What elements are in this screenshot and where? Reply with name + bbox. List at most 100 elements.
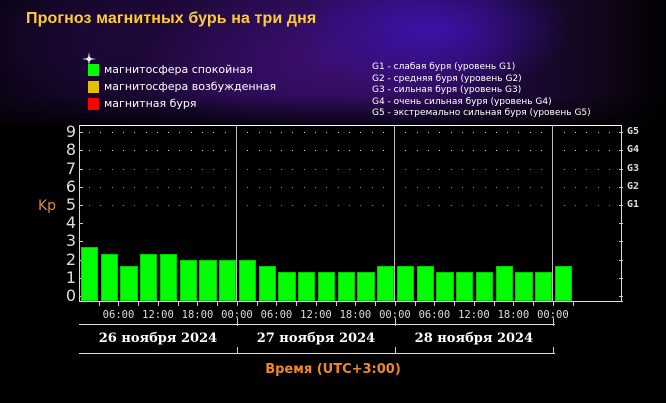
legend-item-calm: магнитосфера спокойная xyxy=(88,61,276,78)
grid-dot xyxy=(348,205,350,206)
grid-dot xyxy=(100,205,102,206)
grid-dot xyxy=(450,150,452,152)
grid-dot xyxy=(348,132,350,134)
grid-dot xyxy=(371,132,373,134)
grid-dot xyxy=(507,186,509,188)
grid-dot xyxy=(156,132,158,134)
x-tick-mark xyxy=(157,302,159,306)
y-tick-label: 2 xyxy=(65,249,76,269)
grid-dot xyxy=(574,132,576,134)
grid-dot xyxy=(179,205,181,206)
grid-dot xyxy=(111,205,113,206)
right-tick-mark xyxy=(619,150,623,152)
kp-bar xyxy=(238,259,257,301)
kp-bar xyxy=(298,271,316,301)
grid-dot xyxy=(586,150,588,152)
grid-dot xyxy=(416,168,418,170)
grid-dot xyxy=(269,205,271,206)
grid-dot xyxy=(518,205,520,206)
sparkle-icon xyxy=(82,52,96,66)
grid-dot xyxy=(382,168,384,170)
kp-bar xyxy=(475,271,494,301)
grid-dot xyxy=(382,132,384,134)
grid-dot xyxy=(202,205,203,206)
grid-dot xyxy=(111,132,113,134)
grid-dot xyxy=(258,132,260,134)
legend-label: магнитная буря xyxy=(104,97,197,110)
y-tick-label: 4 xyxy=(65,213,76,233)
grid-dot xyxy=(337,205,339,206)
grid-dot xyxy=(122,168,124,170)
grid-dot xyxy=(326,186,328,188)
grid-dot xyxy=(495,168,497,170)
grid-dot xyxy=(303,150,305,152)
grid-dot xyxy=(202,168,203,170)
grid-dot xyxy=(495,186,497,188)
grid-dot xyxy=(439,168,441,170)
grid-dot xyxy=(495,132,497,134)
date-label: 27 ноября 2024 xyxy=(256,331,376,346)
grid-dot xyxy=(303,186,305,188)
grid-dot xyxy=(473,186,475,188)
date-separator xyxy=(236,347,238,354)
grid-dot xyxy=(292,168,294,170)
grid-dot xyxy=(258,150,260,152)
x-tick-mark xyxy=(315,302,317,306)
grid-dot xyxy=(89,150,90,152)
date-separator xyxy=(236,318,238,326)
grid-dot xyxy=(608,132,610,134)
grid-dot xyxy=(145,150,147,152)
grid-dot xyxy=(258,205,260,206)
x-tick-mark xyxy=(296,302,298,306)
date-label: 28 ноября 2024 xyxy=(414,331,534,346)
grid-dot xyxy=(224,132,226,134)
grid-dot xyxy=(405,132,407,134)
grid-dot xyxy=(337,186,339,188)
g-level-label: G4 xyxy=(627,144,640,156)
right-tick-mark xyxy=(619,259,623,261)
legend-g4: G4 - очень сильная буря (уровень G4) xyxy=(372,96,552,107)
legend-g2: G2 - средняя буря (уровень G2) xyxy=(372,73,522,84)
grid-dot xyxy=(281,186,283,188)
grid-dot xyxy=(281,168,283,170)
grid-dot xyxy=(507,168,509,170)
kp-bar xyxy=(81,247,99,301)
grid-dot xyxy=(360,132,362,134)
grid-dot xyxy=(450,205,452,206)
date-band-bottom-line xyxy=(79,353,555,354)
date-band-top-line xyxy=(79,324,555,325)
grid-dot xyxy=(450,186,452,188)
kp-bar xyxy=(554,265,573,301)
grid-dot xyxy=(89,186,90,188)
date-label: 26 ноября 2024 xyxy=(98,331,218,346)
grid-dot xyxy=(111,168,113,170)
grid-dot xyxy=(495,150,497,152)
grid-dot xyxy=(315,132,316,134)
day-separator xyxy=(393,125,396,302)
y-tick-label: 5 xyxy=(65,195,76,214)
grid-dot xyxy=(247,150,249,152)
right-tick-mark xyxy=(619,241,623,243)
grid-dot xyxy=(484,150,486,152)
y-tick-mark xyxy=(79,150,83,152)
grid-dot xyxy=(190,168,192,170)
grid-dot xyxy=(303,132,305,134)
grid-dot xyxy=(495,205,497,206)
grid-dot xyxy=(337,132,339,134)
y-tick-mark xyxy=(79,205,83,206)
x-tick-label: 18:00 xyxy=(181,309,214,321)
grid-dot xyxy=(461,186,463,188)
grid-dot xyxy=(202,186,203,188)
date-separator xyxy=(552,318,554,326)
x-tick-mark xyxy=(118,302,120,306)
y-axis-line xyxy=(79,125,80,302)
grid-dot xyxy=(597,186,599,188)
grid-dot xyxy=(541,150,542,152)
grid-dot xyxy=(416,150,418,152)
x-tick-label: 18:00 xyxy=(339,309,372,321)
grid-dot xyxy=(134,186,136,188)
legend-label: магнитосфера возбужденная xyxy=(104,80,277,93)
red-swatch-icon xyxy=(88,97,99,110)
grid-dot xyxy=(586,186,588,188)
grid-dot xyxy=(484,168,486,170)
